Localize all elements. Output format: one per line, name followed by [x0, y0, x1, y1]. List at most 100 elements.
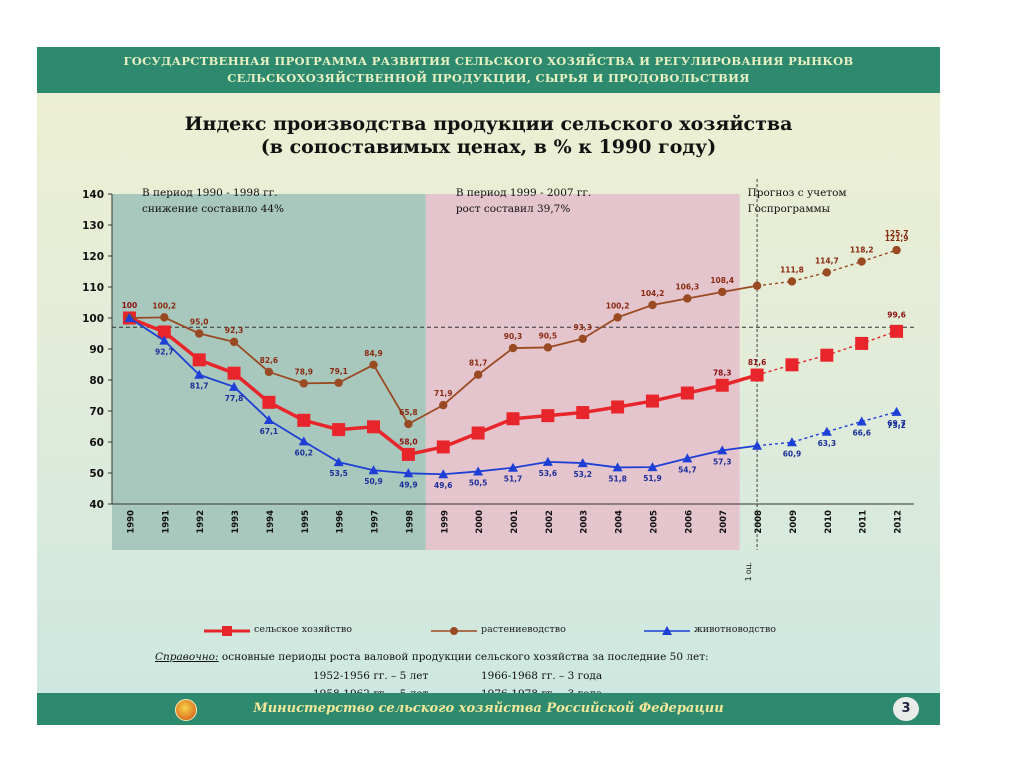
y-tick-label: 130 [82, 220, 104, 232]
data-label-crop: 114,7 [815, 256, 839, 265]
data-label-crop: 95,0 [190, 318, 209, 327]
end-label-livestock: 73,2 [887, 421, 906, 430]
header-line-2: СЕЛЬСКОХОЗЯЙСТВЕННОЙ ПРОДУКЦИИ, СЫРЬЯ И … [227, 71, 750, 85]
data-label-livestock: 60,9 [783, 449, 802, 458]
point-agriculture [576, 406, 590, 420]
point-livestock [752, 440, 763, 450]
point-livestock [473, 466, 484, 476]
point-livestock [159, 335, 170, 345]
point-crop [683, 294, 692, 303]
x-tick-label: 1990 [126, 510, 136, 534]
point-agriculture [471, 426, 485, 440]
x-tick-label: 2010 [824, 510, 834, 534]
chart: В период 1990 - 1998 гг. снижение состави… [82, 179, 914, 581]
data-label-livestock: 53,5 [329, 469, 348, 478]
point-agriculture [157, 325, 171, 339]
legend-label-livestock: животноводство [694, 624, 777, 635]
header-line-1: ГОСУДАРСТВЕННАЯ ПРОГРАММА РАЗВИТИЯ СЕЛЬС… [123, 54, 854, 68]
y-tick-label: 50 [89, 468, 104, 480]
data-label-crop: 93,3 [573, 323, 592, 332]
note-label: Справочно: [155, 651, 219, 663]
point-crop [439, 400, 448, 410]
point-crop [578, 334, 587, 343]
y-tick-label: 90 [89, 344, 104, 356]
data-label-livestock: 50,9 [364, 477, 383, 486]
point-crop [264, 367, 274, 377]
data-label-livestock: 81,7 [190, 382, 209, 391]
y-tick-label: 40 [89, 499, 104, 511]
point-livestock [786, 437, 797, 447]
data-label-crop: 81,7 [469, 359, 488, 368]
data-label-crop: 71,9 [434, 389, 453, 398]
legend-label-crop: растениеводство [481, 624, 566, 635]
data-label-crop: 100,2 [152, 301, 176, 310]
point-livestock [333, 457, 344, 467]
x-tick-label: 2002 [545, 510, 555, 534]
data-label-livestock: 54,7 [678, 465, 697, 474]
note-line: Справочно: основные периоды роста валово… [155, 651, 709, 663]
x-extra-label: 1 оц. [744, 562, 753, 581]
point-livestock [717, 445, 728, 455]
point-livestock [682, 453, 693, 463]
y-tick-label: 140 [82, 189, 104, 201]
x-tick-label: 2005 [649, 510, 659, 534]
data-label-livestock: 67,1 [260, 427, 279, 436]
point-agriculture [332, 423, 346, 437]
point-crop [299, 379, 308, 388]
point-crop [369, 360, 378, 370]
zone-2 [425, 194, 740, 550]
x-tick-label: 2008 [754, 510, 764, 534]
data-label-agriculture: 81,6 [748, 358, 767, 367]
data-label-livestock: 77,8 [225, 394, 244, 403]
point-livestock [577, 458, 588, 468]
point-crop [334, 378, 343, 387]
zone-text-1b: снижение составило 44% [142, 203, 284, 215]
point-crop [822, 268, 832, 277]
point-agriculture [645, 394, 659, 408]
x-tick-label: 2001 [510, 510, 520, 534]
data-label-crop: 65,8 [399, 408, 418, 417]
data-label-livestock: 69,7 [887, 419, 906, 428]
x-tick-label: 1992 [196, 510, 206, 534]
end-label-agriculture: 99,6 [887, 310, 906, 319]
y-tick-label: 70 [89, 406, 104, 418]
zone-text-2b: рост составил 39,7% [456, 203, 571, 215]
y-tick-label: 80 [89, 375, 104, 387]
point-agriculture [541, 409, 555, 423]
data-label-crop: 90,5 [539, 331, 558, 340]
x-tick-label: 2003 [580, 510, 590, 534]
data-label-livestock: 51,7 [504, 475, 523, 484]
data-label-livestock: 51,9 [643, 474, 662, 483]
y-tick-label: 60 [89, 437, 104, 449]
legend-swatch-agriculture [204, 626, 250, 636]
point-livestock [508, 462, 518, 472]
point-livestock [368, 465, 379, 475]
x-tick-label: 2006 [684, 510, 694, 534]
point-agriculture [367, 420, 381, 434]
zone-text-3a: Прогноз с учетом [748, 187, 847, 199]
data-label-crop: 108,4 [710, 276, 734, 285]
y-tick-label: 100 [82, 313, 104, 325]
data-label-crop: 90,3 [504, 332, 523, 341]
footer-band: Министерство сельского хозяйства Российс… [37, 693, 940, 725]
point-agriculture [506, 412, 520, 426]
x-tick-label: 2004 [615, 510, 625, 534]
point-crop [194, 329, 204, 338]
point-crop [613, 313, 622, 322]
point-crop [718, 287, 727, 297]
ministry-logo-icon [175, 699, 197, 721]
data-label-agriculture: 78,3 [713, 368, 732, 377]
zone-text-1a: В период 1990 - 1998 гг. [142, 187, 277, 199]
note-period-2: 1966-1968 гг. – 3 года [481, 670, 603, 682]
point-agriculture [611, 400, 625, 414]
data-label-crop: 118,2 [850, 246, 874, 255]
point-livestock [298, 436, 309, 446]
point-agriculture [401, 447, 415, 461]
point-livestock [542, 456, 553, 466]
point-crop [543, 343, 553, 352]
data-label-crop: 104,2 [641, 289, 665, 298]
x-tick-label: 2012 [894, 510, 904, 534]
point-livestock [403, 468, 414, 478]
data-label-crop: 121,9 [885, 234, 909, 243]
point-agriculture [436, 440, 450, 454]
